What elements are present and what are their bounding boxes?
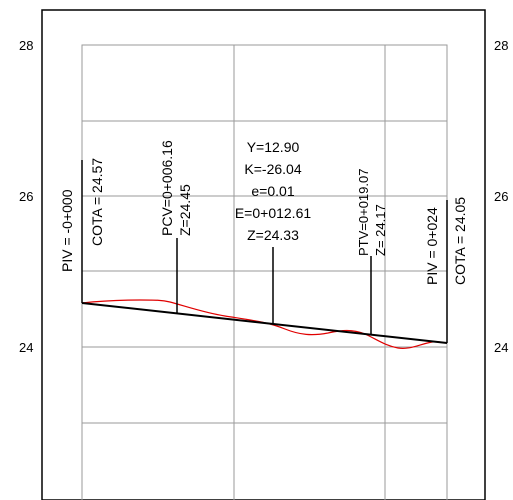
- curve-length-y: Y=12.90: [247, 139, 300, 155]
- pcv-elevation-label: Z=24.45: [177, 184, 193, 236]
- outer-frame: [41, 9, 486, 500]
- piv-end-label: PIV = 0+024: [424, 207, 440, 285]
- ptv-elevation-label: Z= 24.17: [373, 204, 388, 256]
- y-tick-left-28: 28: [19, 38, 33, 53]
- grade-line: [81, 302, 448, 344]
- y-tick-right-26: 26: [494, 189, 508, 204]
- pcv-station-label: PCV=0+006.16: [159, 140, 175, 236]
- cota-end-label: COTA = 24.05: [452, 197, 468, 285]
- grid-area: [81, 44, 448, 500]
- y-tick-right-24: 24: [494, 340, 508, 355]
- piv-start-label: PIV = -0+000: [59, 189, 75, 272]
- cota-start-label: COTA = 24.57: [89, 158, 105, 246]
- y-tick-right-28: 28: [494, 38, 508, 53]
- y-tick-left-26: 26: [19, 189, 33, 204]
- ptv-station-label: PTV=0+019.07: [356, 169, 371, 256]
- curve-midpoint-elevation: Z=24.33: [247, 227, 299, 243]
- y-tick-left-24: 24: [19, 340, 33, 355]
- curve-e-value: e=0.01: [251, 183, 294, 199]
- terrain-line: [81, 299, 448, 349]
- curve-midpoint-station: E=0+012.61: [235, 205, 312, 221]
- curve-k-value: K=-26.04: [244, 161, 301, 177]
